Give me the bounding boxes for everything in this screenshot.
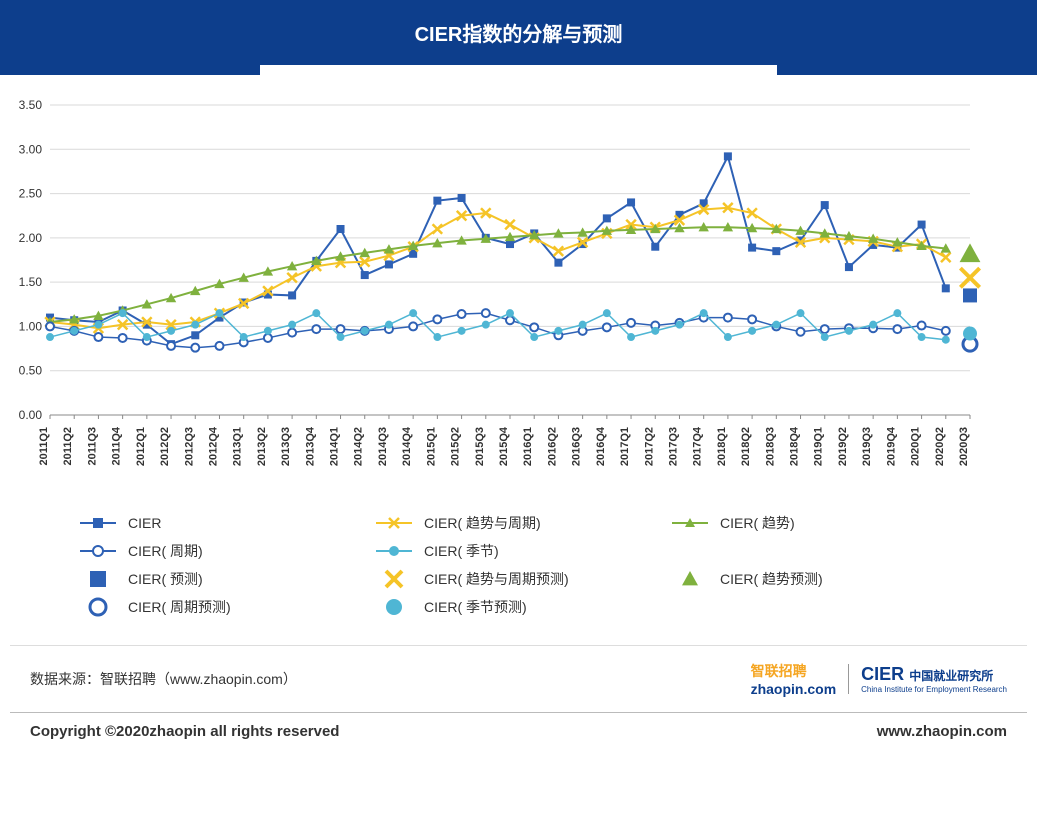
copyright: Copyright ©2020zhaopin all rights reserv… [30,723,339,740]
legend-item-season: CIER( 季节) [376,541,672,561]
svg-text:2019Q1: 2019Q1 [813,427,825,466]
cier-logo-cn: 中国就业研究所 [909,669,993,683]
svg-text:2016Q2: 2016Q2 [546,427,558,466]
source-row: 数据来源：智联招聘（www.zhaopin.com） 智联招聘 zhaopin.… [10,645,1027,712]
svg-text:2015Q4: 2015Q4 [498,426,510,466]
cier-logo: CIER 中国就业研究所 China Institute for Employm… [848,664,1007,694]
copyright-row: Copyright ©2020zhaopin all rights reserv… [10,712,1027,755]
svg-text:1.00: 1.00 [19,319,43,333]
svg-text:2012Q3: 2012Q3 [183,427,195,466]
svg-text:2012Q4: 2012Q4 [207,426,219,466]
cier-logo-en: China Institute for Employment Research [861,685,1007,694]
svg-text:2016Q1: 2016Q1 [522,427,534,466]
legend-item-cycle: CIER( 周期) [80,541,376,561]
zhaopin-logo: 智联招聘 zhaopin.com [751,661,837,697]
svg-text:2014Q1: 2014Q1 [329,427,341,466]
svg-text:2018Q3: 2018Q3 [764,427,776,466]
svg-text:2015Q3: 2015Q3 [474,427,486,466]
svg-text:2013Q1: 2013Q1 [232,427,244,466]
svg-text:2017Q2: 2017Q2 [643,427,655,466]
svg-text:2012Q1: 2012Q1 [135,427,147,466]
svg-text:2.00: 2.00 [19,231,43,245]
zhaopin-logo-cn: 智联招聘 [751,663,807,679]
line-chart: 0.00 0.50 1.00 1.50 2.00 2.50 3.00 3.50 2011Q1 20… [0,85,1000,485]
svg-text:2011Q2: 2011Q2 [62,427,74,466]
legend-item-cycle_forecast: CIER( 周期预测) [80,597,376,617]
svg-text:2019Q4: 2019Q4 [885,426,897,466]
svg-text:2011Q4: 2011Q4 [111,426,123,465]
chart-area: 0.00 0.50 1.00 1.50 2.00 2.50 3.00 3.50 2011Q1 20… [0,75,1037,490]
svg-text:1.50: 1.50 [19,275,43,289]
svg-text:2014Q2: 2014Q2 [353,427,365,466]
zhaopin-logo-en: zhaopin.com [751,681,837,697]
svg-text:0.00: 0.00 [19,408,43,422]
svg-text:0.50: 0.50 [19,364,43,378]
svg-text:3.00: 3.00 [19,142,43,156]
svg-text:2015Q1: 2015Q1 [425,427,437,466]
legend-item-season_forecast: CIER( 季节预测) [376,597,672,617]
svg-text:2015Q2: 2015Q2 [450,427,462,466]
svg-text:2018Q1: 2018Q1 [716,427,728,466]
svg-text:2017Q1: 2017Q1 [619,427,631,466]
svg-text:2016Q3: 2016Q3 [571,427,583,466]
tab-indicator [0,65,1037,75]
svg-text:2012Q2: 2012Q2 [159,427,171,466]
legend-item-cier: CIER [80,513,376,533]
source-label: 数据来源：智联招聘（www.zhaopin.com） [30,669,297,689]
svg-text:2019Q2: 2019Q2 [837,427,849,466]
svg-text:2019Q3: 2019Q3 [861,427,873,466]
svg-text:2018Q2: 2018Q2 [740,427,752,466]
legend-item-trend: CIER( 趋势) [672,513,968,533]
svg-text:2020Q1: 2020Q1 [910,427,922,466]
website: www.zhaopin.com [877,723,1007,740]
svg-text:2017Q4: 2017Q4 [692,426,704,466]
svg-text:2.50: 2.50 [19,187,43,201]
svg-text:2014Q4: 2014Q4 [401,426,413,466]
legend-item-trend_cycle: CIER( 趋势与周期) [376,513,672,533]
legend-item-trend_forecast: CIER( 趋势预测) [672,569,968,589]
svg-text:2016Q4: 2016Q4 [595,426,607,466]
svg-text:2020Q2: 2020Q2 [934,427,946,466]
svg-text:2013Q3: 2013Q3 [280,427,292,466]
svg-text:3.50: 3.50 [19,98,43,112]
svg-text:2011Q1: 2011Q1 [38,427,50,466]
chart-title: CIER指数的分解与预测 [0,0,1037,65]
svg-text:2013Q2: 2013Q2 [256,427,268,466]
svg-text:2013Q4: 2013Q4 [304,426,316,466]
svg-text:2018Q4: 2018Q4 [789,426,801,466]
svg-text:2017Q3: 2017Q3 [667,427,679,466]
logos: 智联招聘 zhaopin.com CIER 中国就业研究所 China Inst… [751,661,1007,697]
svg-text:2014Q3: 2014Q3 [377,427,389,466]
legend: CIERCIER( 趋势与周期)CIER( 趋势)CIER( 周期)CIER( … [0,490,1037,645]
svg-text:2020Q3: 2020Q3 [958,427,970,466]
legend-item-cier_forecast: CIER( 预测) [80,569,376,589]
legend-item-trend_cycle_forecast: CIER( 趋势与周期预测) [376,569,672,589]
cier-logo-text: CIER [861,664,904,684]
svg-text:2011Q3: 2011Q3 [86,427,98,466]
